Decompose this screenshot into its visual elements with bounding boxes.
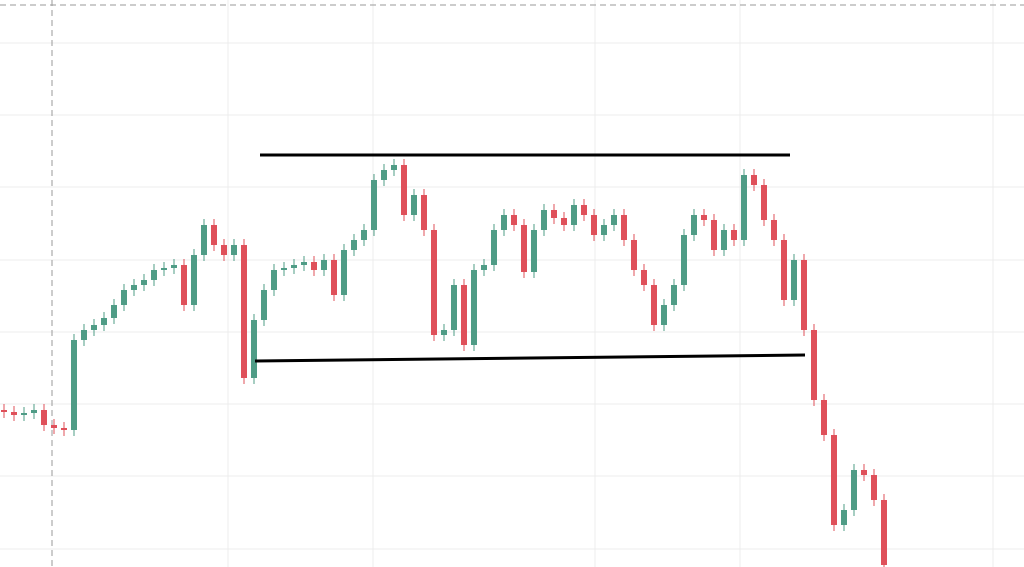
candle-body [201, 225, 207, 255]
candle-body [61, 428, 67, 430]
candle-body [751, 175, 757, 185]
candle-body [501, 215, 507, 230]
candle-body [541, 210, 547, 230]
candle-body [721, 230, 727, 250]
candle-body [521, 225, 527, 272]
candle-body [1, 410, 7, 412]
candle-body [131, 285, 137, 290]
candle-body [371, 180, 377, 230]
candle-body [211, 225, 217, 245]
candle-body [361, 230, 367, 240]
candle-body [141, 280, 147, 285]
candle-body [671, 285, 677, 305]
candle-body [351, 240, 357, 250]
candle-body [151, 270, 157, 280]
candle-body [221, 245, 227, 255]
candle-body [731, 230, 737, 240]
candle-body [581, 205, 587, 215]
candle-body [611, 215, 617, 225]
candle-body [661, 305, 667, 325]
candle-body [511, 215, 517, 225]
candle-body [831, 435, 837, 525]
candle-body [641, 270, 647, 285]
candle-body [781, 240, 787, 300]
candle-body [241, 245, 247, 378]
candle-body [871, 475, 877, 500]
candle-body [301, 262, 307, 265]
candle-body [261, 290, 267, 320]
candle-body [551, 210, 557, 218]
candle-body [761, 185, 767, 220]
candle-body [651, 285, 657, 325]
candle-body [51, 425, 57, 428]
candle-body [591, 215, 597, 235]
candle-body [491, 230, 497, 265]
candle-body [441, 330, 447, 335]
candle-body [811, 330, 817, 400]
candle-body [291, 265, 297, 268]
candle-body [621, 215, 627, 240]
candle-body [31, 410, 37, 413]
candle-body [561, 218, 567, 225]
candle-body [741, 175, 747, 240]
candle-body [571, 205, 577, 225]
candle-body [181, 265, 187, 305]
candle-body [281, 268, 287, 270]
candle-body [531, 230, 537, 272]
candle-body [471, 270, 477, 345]
candle-body [691, 215, 697, 235]
candle-body [601, 225, 607, 235]
candle-body [801, 260, 807, 330]
candle-body [391, 165, 397, 170]
candle-body [841, 510, 847, 525]
candle-body [71, 340, 77, 430]
candle-body [191, 255, 197, 305]
candle-body [271, 270, 277, 290]
candle-body [41, 410, 47, 425]
candle-body [11, 412, 17, 415]
candle-body [481, 265, 487, 270]
candle-body [111, 305, 117, 318]
candle-body [701, 215, 707, 220]
candle-body [331, 260, 337, 295]
candle-body [91, 325, 97, 330]
candle-body [851, 470, 857, 510]
candle-body [771, 220, 777, 240]
candle-body [681, 235, 687, 285]
candle-body [401, 165, 407, 215]
candle-body [231, 245, 237, 255]
candle-body [251, 320, 257, 378]
candle-body [311, 262, 317, 270]
candle-body [431, 230, 437, 335]
candle-body [171, 265, 177, 268]
candle-body [451, 285, 457, 330]
candle-body [461, 285, 467, 345]
candle-body [791, 260, 797, 300]
candle-body [411, 195, 417, 215]
candle-body [81, 330, 87, 340]
candle-body [101, 318, 107, 325]
candle-body [881, 500, 887, 565]
candle-body [161, 268, 167, 270]
candle-body [711, 220, 717, 250]
candle-body [321, 260, 327, 270]
candle-body [861, 470, 867, 475]
candle-body [381, 170, 387, 180]
candle-body [341, 250, 347, 295]
trend-line [254, 353, 806, 363]
candle-body [121, 290, 127, 305]
candle-body [21, 413, 27, 415]
candle-body [631, 240, 637, 270]
candle-body [821, 400, 827, 435]
candle-body [421, 195, 427, 230]
